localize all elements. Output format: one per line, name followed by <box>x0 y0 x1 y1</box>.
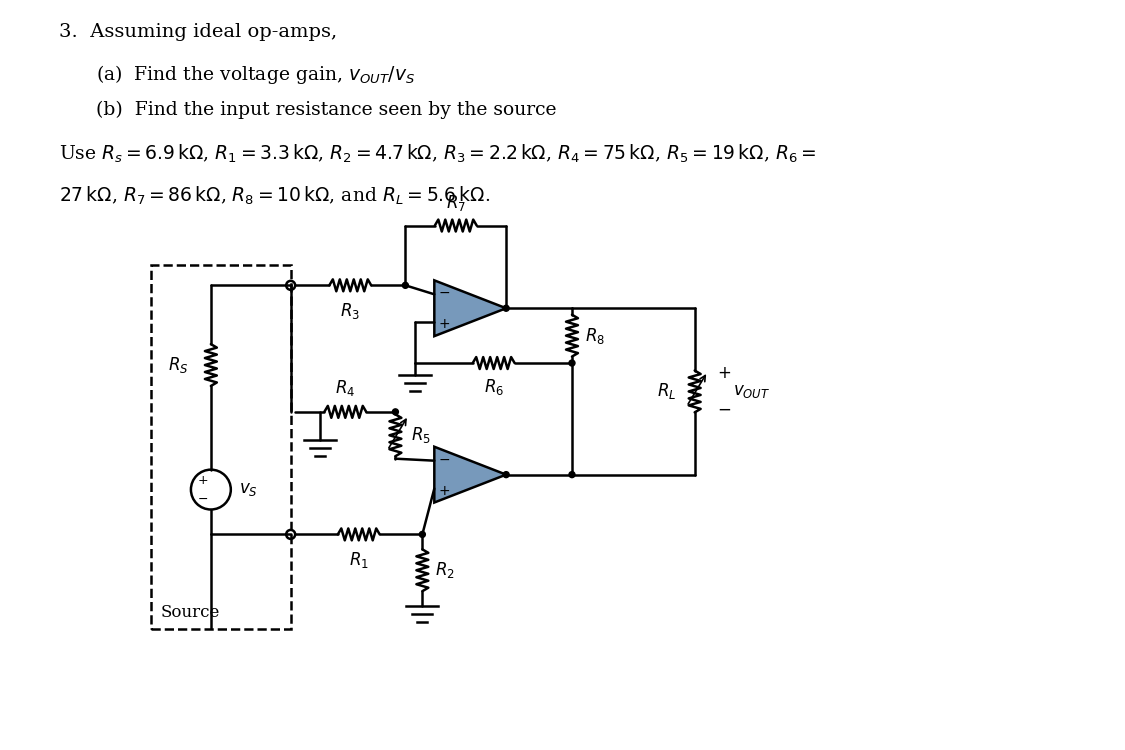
Text: $R_5$: $R_5$ <box>412 425 431 445</box>
Circle shape <box>503 305 510 311</box>
Circle shape <box>420 532 425 538</box>
Text: $-$: $-$ <box>439 452 450 466</box>
Text: $\mathit{v}_S$: $\mathit{v}_S$ <box>238 481 258 498</box>
Circle shape <box>393 409 398 415</box>
Circle shape <box>403 282 408 288</box>
Text: $R_4$: $R_4$ <box>335 378 356 398</box>
Text: $-$: $-$ <box>439 285 450 299</box>
Text: $R_L$: $R_L$ <box>657 382 677 401</box>
Text: (b)  Find the input resistance seen by the source: (b) Find the input resistance seen by th… <box>96 101 557 119</box>
Circle shape <box>503 472 510 478</box>
Text: $+$: $+$ <box>717 365 731 382</box>
Circle shape <box>569 472 575 478</box>
Text: $27\,\mathrm{k}\Omega$, $R_7 = 86\,\mathrm{k}\Omega$, $R_8 = 10\,\mathrm{k}\Omeg: $27\,\mathrm{k}\Omega$, $R_7 = 86\,\math… <box>60 184 490 207</box>
Text: $+$: $+$ <box>439 484 450 497</box>
Text: $-$: $-$ <box>717 400 731 418</box>
Text: (a)  Find the voltage gain, $\mathit{v}_{OUT}/\mathit{v}_S$: (a) Find the voltage gain, $\mathit{v}_{… <box>96 63 415 86</box>
Circle shape <box>569 360 575 366</box>
Text: $R_1$: $R_1$ <box>349 550 369 570</box>
Text: 3.  Assuming ideal op-amps,: 3. Assuming ideal op-amps, <box>60 23 338 41</box>
Text: $R_6$: $R_6$ <box>484 377 504 397</box>
Text: $R_7$: $R_7$ <box>446 193 466 212</box>
Text: $R_S$: $R_S$ <box>169 355 189 375</box>
Text: $R_3$: $R_3$ <box>340 302 360 321</box>
Text: $R_2$: $R_2$ <box>435 560 456 580</box>
Text: $+$: $+$ <box>197 474 208 487</box>
Bar <box>151 266 290 629</box>
Text: $+$: $+$ <box>439 317 450 332</box>
Text: Use $R_s = 6.9\,\mathrm{k}\Omega$, $R_1 = 3.3\,\mathrm{k}\Omega$, $R_2 = 4.7\,\m: Use $R_s = 6.9\,\mathrm{k}\Omega$, $R_1 … <box>60 142 817 165</box>
Text: $\mathit{v}_{OUT}$: $\mathit{v}_{OUT}$ <box>732 383 770 400</box>
Polygon shape <box>434 280 506 336</box>
Text: $R_8$: $R_8$ <box>585 326 605 346</box>
Polygon shape <box>434 447 506 503</box>
Text: $-$: $-$ <box>197 492 208 505</box>
Text: Source: Source <box>161 604 221 621</box>
